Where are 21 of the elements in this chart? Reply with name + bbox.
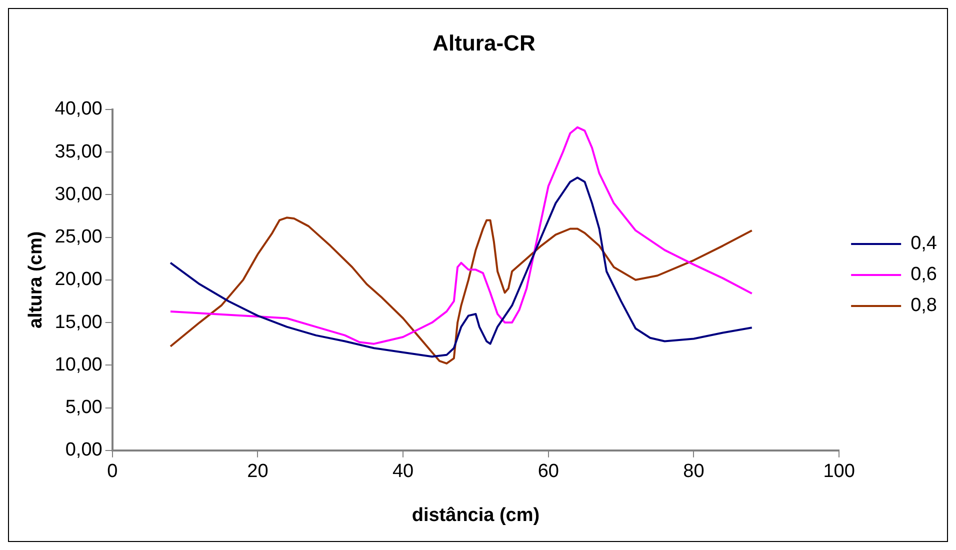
y-tick-label: 20,00 — [54, 269, 102, 290]
x-tick-label: 20 — [247, 461, 268, 482]
y-tick-label: 5,00 — [65, 397, 102, 418]
y-axis-title: altura (cm) — [26, 231, 47, 328]
y-tick-label: 25,00 — [54, 226, 102, 248]
x-axis-title: distância (cm) — [412, 504, 540, 526]
x-tick-label: 40 — [392, 461, 414, 482]
y-tick-label: 10,00 — [54, 354, 102, 376]
y-tick-label: 0,00 — [65, 440, 102, 461]
x-tick-label: 100 — [823, 461, 855, 482]
x-tick-label: 0 — [107, 461, 118, 482]
legend-label: 0,4 — [910, 233, 938, 254]
x-tick-label: 80 — [683, 461, 704, 482]
x-tick-label: 60 — [538, 461, 559, 482]
y-tick-label: 40,00 — [54, 98, 102, 120]
y-tick-label: 35,00 — [54, 141, 102, 162]
legend-label: 0,8 — [910, 295, 938, 316]
y-tick-label: 30,00 — [54, 184, 102, 205]
chart-title: Altura-CR — [432, 30, 536, 56]
legend-label: 0,6 — [910, 264, 938, 286]
y-tick-label: 15,00 — [54, 312, 102, 333]
